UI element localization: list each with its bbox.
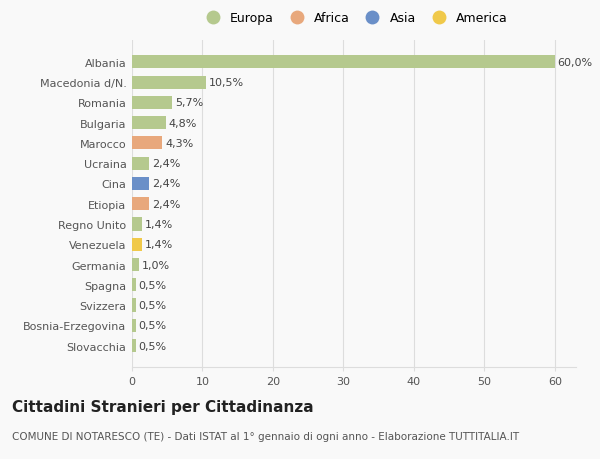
Text: 1,4%: 1,4% — [145, 219, 173, 230]
Text: 4,8%: 4,8% — [169, 118, 197, 129]
Text: 10,5%: 10,5% — [209, 78, 244, 88]
Text: 1,0%: 1,0% — [142, 260, 170, 270]
Bar — [132, 178, 149, 190]
Bar — [132, 198, 149, 211]
Text: 2,4%: 2,4% — [152, 179, 180, 189]
Bar — [132, 319, 136, 332]
Text: 0,5%: 0,5% — [139, 300, 166, 310]
Bar — [132, 218, 142, 231]
Bar — [132, 299, 136, 312]
Bar — [132, 76, 206, 90]
Bar — [132, 339, 136, 353]
Text: COMUNE DI NOTARESCO (TE) - Dati ISTAT al 1° gennaio di ogni anno - Elaborazione : COMUNE DI NOTARESCO (TE) - Dati ISTAT al… — [12, 431, 519, 442]
Text: 0,5%: 0,5% — [139, 320, 166, 330]
Text: 1,4%: 1,4% — [145, 240, 173, 250]
Legend: Europa, Africa, Asia, America: Europa, Africa, Asia, America — [196, 8, 512, 29]
Text: 4,3%: 4,3% — [165, 139, 193, 149]
Text: 0,5%: 0,5% — [139, 280, 166, 290]
Bar — [132, 157, 149, 170]
Text: 2,4%: 2,4% — [152, 199, 180, 209]
Bar — [132, 279, 136, 292]
Bar — [132, 238, 142, 251]
Text: Cittadini Stranieri per Cittadinanza: Cittadini Stranieri per Cittadinanza — [12, 399, 314, 414]
Text: 2,4%: 2,4% — [152, 159, 180, 169]
Bar — [132, 56, 555, 69]
Text: 5,7%: 5,7% — [175, 98, 203, 108]
Bar — [132, 117, 166, 130]
Bar — [132, 96, 172, 110]
Bar — [132, 258, 139, 271]
Text: 0,5%: 0,5% — [139, 341, 166, 351]
Bar — [132, 137, 163, 150]
Text: 60,0%: 60,0% — [557, 58, 593, 67]
